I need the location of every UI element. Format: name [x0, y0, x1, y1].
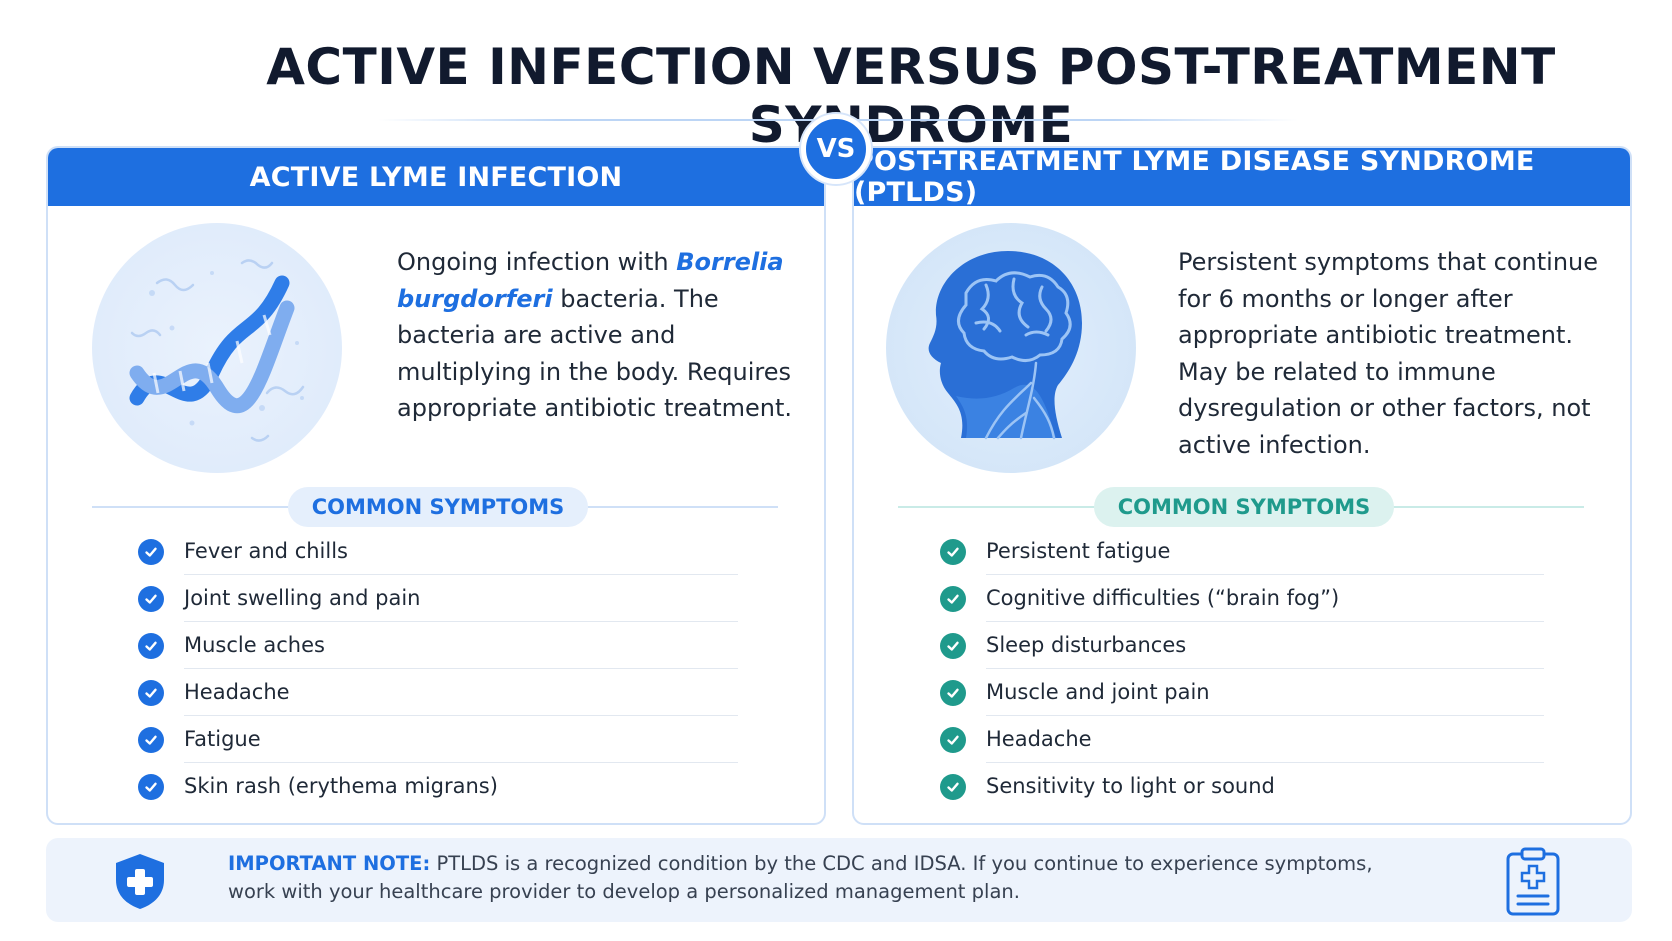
symptom-text: Muscle aches — [184, 622, 738, 669]
list-item: Headache — [940, 716, 1544, 763]
common-symptoms-label: COMMON SYMPTOMS — [288, 487, 588, 527]
panel-header-active: ACTIVE LYME INFECTION — [48, 148, 824, 206]
check-circle-icon — [940, 726, 966, 753]
symptom-text: Fatigue — [184, 716, 738, 763]
active-infection-description: Ongoing infection with Borrelia burgdorf… — [397, 244, 797, 427]
list-item: Sensitivity to light or sound — [940, 763, 1544, 810]
important-note-text: IMPORTANT NOTE: PTLDS is a recognized co… — [228, 850, 1378, 906]
symptom-text: Headache — [986, 716, 1544, 763]
check-circle-icon — [138, 585, 164, 612]
check-circle-icon — [940, 632, 966, 659]
symptom-text: Sensitivity to light or sound — [986, 774, 1275, 798]
active-symptoms-list: Fever and chills Joint swelling and pain… — [138, 528, 738, 810]
check-circle-icon — [138, 632, 164, 659]
symptom-text: Muscle and joint pain — [986, 669, 1544, 716]
page-title: ACTIVE INFECTION VERSUS POST-TREATMENT S… — [266, 38, 1556, 154]
active-infection-panel: ACTIVE LYME INFECTION — [46, 146, 826, 825]
important-note-label: IMPORTANT NOTE: — [228, 852, 431, 875]
symptom-text: Fever and chills — [184, 528, 738, 575]
important-note-banner: IMPORTANT NOTE: PTLDS is a recognized co… — [46, 838, 1632, 922]
ptlds-symptoms-list: Persistent fatigue Cognitive difficultie… — [940, 528, 1544, 810]
symptom-text: Sleep disturbances — [986, 622, 1544, 669]
list-item: Cognitive difficulties (“brain fog”) — [940, 575, 1544, 622]
panel-header-ptlds: POST-TREATMENT LYME DISEASE SYNDROME (PT… — [854, 148, 1630, 208]
list-item: Joint swelling and pain — [138, 575, 738, 622]
medical-shield-icon — [116, 854, 164, 909]
list-item: Fatigue — [138, 716, 738, 763]
check-circle-icon — [138, 679, 164, 706]
symptom-text: Headache — [184, 669, 738, 716]
medical-clipboard-icon — [1506, 847, 1560, 916]
check-circle-icon — [940, 679, 966, 706]
desc-text-rest: bacteria. The bacteria are active and mu… — [397, 284, 792, 423]
check-circle-icon — [138, 773, 164, 800]
bacteria-helix-icon — [92, 223, 342, 473]
check-circle-icon — [138, 538, 164, 565]
list-item: Persistent fatigue — [940, 528, 1544, 575]
symptom-text: Joint swelling and pain — [184, 575, 738, 622]
desc-text-start: Ongoing infection with — [397, 248, 669, 276]
bacteria-name: Borrelia burgdorferi — [397, 248, 784, 313]
ptlds-panel: POST-TREATMENT LYME DISEASE SYNDROME (PT… — [852, 146, 1632, 825]
list-item: Muscle aches — [138, 622, 738, 669]
check-circle-icon — [940, 538, 966, 565]
list-item: Headache — [138, 669, 738, 716]
list-item: Sleep disturbances — [940, 622, 1544, 669]
check-circle-icon — [138, 726, 164, 753]
symptom-text: Cognitive difficulties (“brain fog”) — [986, 575, 1544, 622]
list-item: Muscle and joint pain — [940, 669, 1544, 716]
important-note-body: PTLDS is a recognized condition by the C… — [228, 852, 1373, 903]
ptlds-description: Persistent symptoms that continue for 6 … — [1178, 248, 1598, 459]
list-item: Fever and chills — [138, 528, 738, 575]
list-item: Skin rash (erythema migrans) — [138, 763, 738, 810]
check-circle-icon — [940, 585, 966, 612]
symptom-text: Persistent fatigue — [986, 528, 1544, 575]
vs-badge: VS — [801, 114, 871, 184]
common-symptoms-label: COMMON SYMPTOMS — [1094, 487, 1394, 527]
check-circle-icon — [940, 773, 966, 800]
head-brain-nervous-system-icon — [886, 223, 1136, 473]
symptom-text: Skin rash (erythema migrans) — [184, 774, 498, 798]
